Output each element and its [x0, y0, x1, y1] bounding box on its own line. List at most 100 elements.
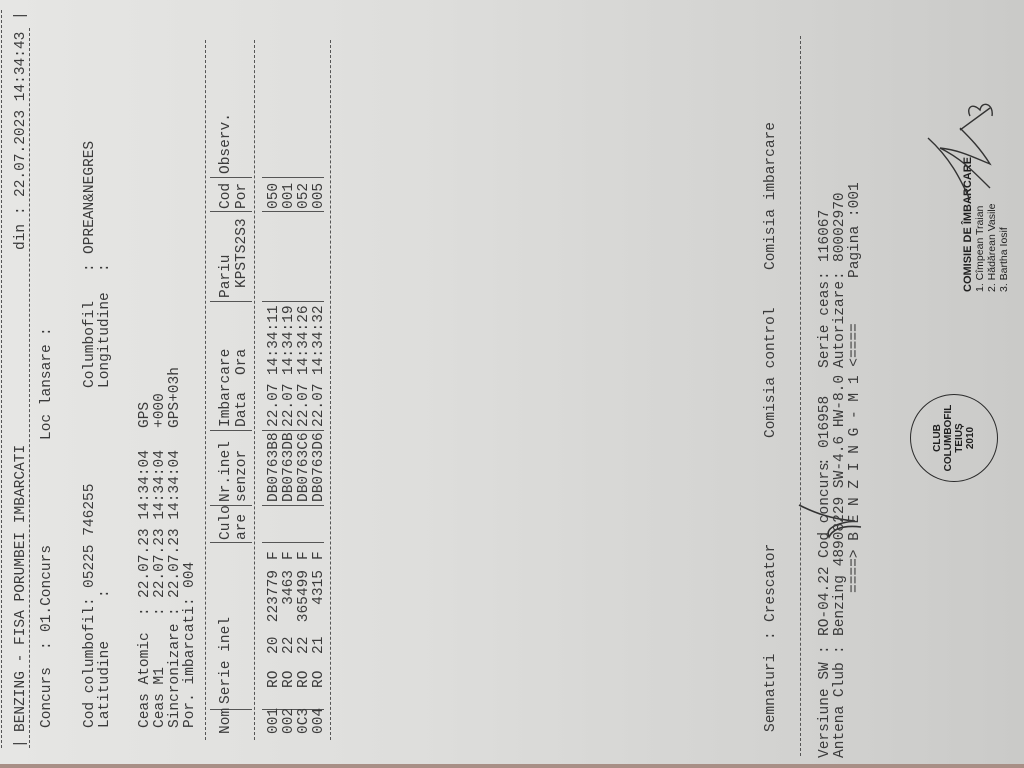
column-separator [210, 430, 252, 431]
col-nr-inel: Nr.inel [218, 441, 234, 502]
clock-label: Ceas Atomic [137, 632, 153, 728]
row-date: 22.07 [311, 383, 327, 427]
col-imbarcare-data: Data [234, 392, 250, 427]
row-nom: 004 [311, 707, 327, 734]
row-time: 14:34:11 [266, 305, 282, 375]
divider [800, 36, 801, 756]
colon: : [167, 607, 183, 616]
colon: : [13, 206, 29, 215]
antena-label: Antena Club [832, 662, 848, 758]
col-observ: Observ. [218, 113, 234, 174]
col-nr-inel-2: senzor [234, 449, 250, 502]
crescator-label: Crescator [763, 543, 779, 622]
page-number: Pagina :001 [847, 182, 863, 278]
row-country: RO [281, 670, 297, 688]
col-culoare: Culo [218, 505, 234, 540]
col-imbarcare: Imbarcare [218, 348, 234, 427]
row-sensor: DB0763C6 [296, 432, 312, 502]
row-year: 22 [281, 636, 297, 654]
row-sensor: DB0763D6 [311, 432, 327, 502]
concurs-value: 01.Concurs [39, 544, 55, 632]
col-cod-2: Por [234, 182, 250, 209]
cod-columbofil-value: 05225 746255 [82, 483, 98, 588]
clock-note: GPS+03h [167, 367, 183, 428]
row-sex: F [296, 551, 312, 560]
row-date: 22.07 [281, 383, 297, 427]
comisia-control-label: Comisia control [763, 307, 779, 438]
row-code: 005 [311, 182, 327, 209]
row-sensor: DB0763B8 [266, 432, 282, 502]
cod-concurs-value: 016958 [817, 395, 833, 448]
semnaturi-label: Semnaturi [763, 653, 779, 732]
row-time: 14:34:32 [311, 305, 327, 375]
row-sensor: DB0763DB [281, 432, 297, 502]
row-date: 22.07 [296, 383, 312, 427]
row-ring-number: 4315 [311, 570, 327, 605]
col-pariu: Pariu [218, 254, 234, 298]
colon: : [39, 327, 55, 336]
col-cod: Cod [218, 182, 234, 209]
colon: : [832, 271, 848, 280]
col-culoare-2: are [234, 513, 250, 540]
colon: : [137, 607, 153, 616]
col-nom: Nom [218, 707, 234, 734]
stamp-text: TEIUȘ [954, 423, 965, 453]
colon: : [817, 645, 833, 654]
column-separator [262, 542, 324, 543]
column-separator [262, 505, 324, 506]
row-ring-number: 365499 [296, 570, 312, 623]
concurs-label: Concurs [39, 667, 55, 728]
versiune-label: Versiune SW [817, 662, 833, 758]
row-country: RO [266, 670, 282, 688]
row-time: 14:34:26 [296, 305, 312, 375]
colon: : [82, 597, 98, 606]
stamp-text: 2010 [965, 426, 976, 450]
column-separator [262, 301, 324, 302]
row-time: 14:34:19 [281, 305, 297, 375]
colon: : [97, 263, 113, 272]
row-year: 20 [266, 636, 282, 654]
row-nom: 0C3 [296, 707, 312, 734]
column-separator [262, 430, 324, 431]
longitudine-label: Longitudine [97, 292, 113, 388]
cod-columbofil-label: Cod columbofil [82, 606, 98, 728]
colon: : [82, 263, 98, 272]
row-country: RO [311, 670, 327, 688]
benzing-banner: ====> B E N Z I N G - M 1 <==== [847, 323, 863, 593]
row-year: 22 [296, 636, 312, 654]
crescator-signature [798, 504, 862, 539]
column-separator [210, 301, 252, 302]
date-label: din [13, 223, 29, 250]
row-nom: 001 [266, 707, 282, 734]
clock-note: +000 [152, 393, 168, 428]
columbofil-value: OPREAN&NEGRES [82, 140, 98, 254]
col-imbarcare-ora: Ora [234, 348, 250, 375]
divider [29, 28, 30, 748]
serie-ceas-label: Serie ceas [817, 280, 833, 368]
divider [1, 10, 2, 748]
latitudine-label: Latitudine [97, 640, 113, 728]
column-separator [210, 542, 252, 543]
column-separator [210, 177, 252, 178]
versiune-value: RO-04.22 [817, 566, 833, 636]
clock-value: 22.07.23 14:34:04 [152, 450, 168, 598]
row-sex: F [266, 551, 282, 560]
title-bar-left: | [13, 739, 29, 748]
por-imbarcati-label: Por. imbarcati [182, 606, 198, 728]
col-serie: Serie inel [218, 616, 234, 704]
comisia-imbarcare-label: Comisia imbarcare [763, 122, 779, 270]
cod-concurs-label: Cod concurs [817, 462, 833, 558]
antena-value: Benzing 48908229 SW-4.6 HW-8.0 [832, 374, 848, 636]
paper-edge [0, 764, 1024, 768]
row-code: 001 [281, 182, 297, 209]
commission-signature [927, 103, 993, 201]
columbofil-label: Columbofil [82, 300, 98, 388]
clock-value: 22.07.23 14:34:04 [137, 450, 153, 598]
row-year: 21 [311, 636, 327, 654]
colon: : [817, 457, 833, 466]
column-separator [262, 211, 324, 212]
row-ring-number: 223779 [266, 570, 282, 623]
colon: : [152, 607, 168, 616]
club-stamp: CLUB COLUMBOFIL TEIUȘ 2010 [910, 394, 998, 482]
